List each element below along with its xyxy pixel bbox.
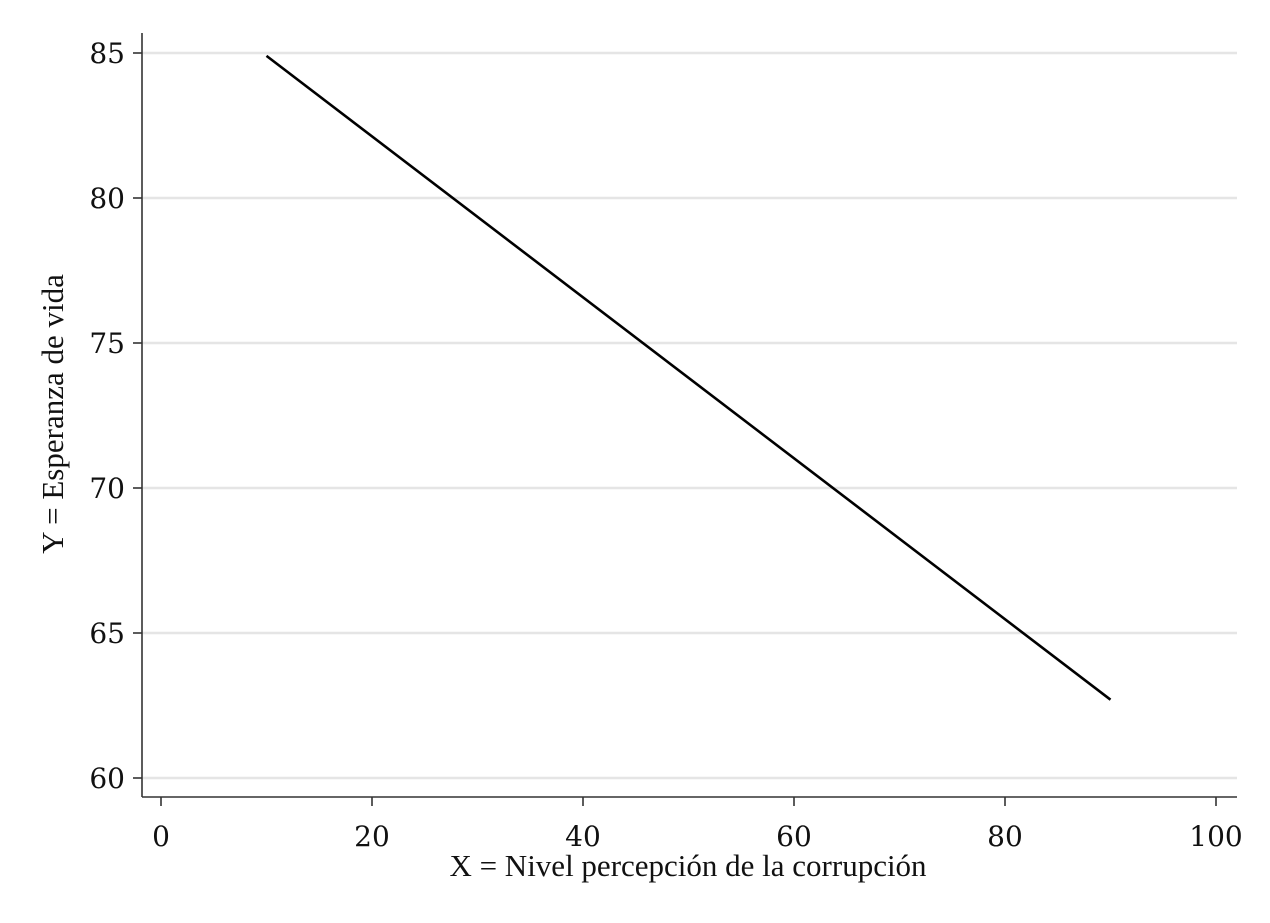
ticks: 60 65 70 75 80 85 0 20 40 60 80 100 xyxy=(89,37,1242,853)
x-axis-title: X = Nivel percepción de la corrupción xyxy=(449,848,927,883)
y-tick-label: 60 xyxy=(89,762,125,795)
gridlines xyxy=(142,51,1237,780)
x-tick-label: 40 xyxy=(565,820,601,853)
y-tick-label: 85 xyxy=(89,37,125,70)
y-tick-label: 65 xyxy=(89,617,125,650)
x-tick-label: 100 xyxy=(1189,820,1242,853)
x-tick-label: 20 xyxy=(354,820,390,853)
x-tick-label: 0 xyxy=(152,820,170,853)
y-tick-label: 75 xyxy=(89,327,125,360)
x-tick-label: 60 xyxy=(776,820,812,853)
y-axis-title: Y = Esperanza de vida xyxy=(35,274,70,554)
series xyxy=(265,54,1112,701)
axes xyxy=(141,33,1237,798)
series-line xyxy=(265,54,1112,701)
y-tick-label: 70 xyxy=(89,472,125,505)
y-tick-label: 80 xyxy=(89,182,125,215)
x-tick-label: 80 xyxy=(987,820,1023,853)
